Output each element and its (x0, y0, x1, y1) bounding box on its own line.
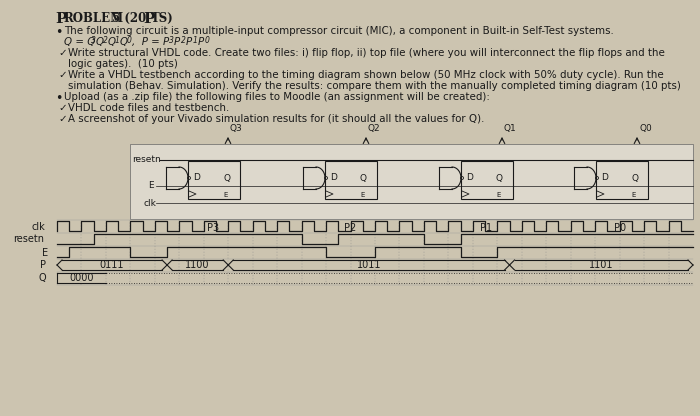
Text: Q2: Q2 (368, 124, 381, 133)
Text: E: E (148, 181, 153, 191)
Text: Q1: Q1 (504, 124, 517, 133)
Text: ✓: ✓ (58, 103, 66, 113)
Text: Q: Q (223, 173, 230, 183)
Text: E: E (631, 192, 636, 198)
Bar (188, 161, 240, 199)
Text: simulation (Behav. Simulation). Verify the results: compare them with the manual: simulation (Behav. Simulation). Verify t… (68, 81, 681, 91)
Text: 3: 3 (169, 36, 174, 45)
Bar (596, 161, 648, 199)
Text: 0: 0 (127, 36, 132, 45)
Text: D: D (466, 173, 473, 183)
Text: 0: 0 (205, 36, 210, 45)
Text: 1011: 1011 (356, 260, 381, 270)
Text: logic gates).  (10 pts): logic gates). (10 pts) (68, 59, 178, 69)
Text: VHDL code files and testbench.: VHDL code files and testbench. (68, 103, 230, 113)
Bar (325, 161, 377, 199)
Text: 1100: 1100 (186, 260, 210, 270)
Text: P2: P2 (344, 223, 356, 233)
Text: Q: Q (108, 37, 116, 47)
Text: 0000: 0000 (69, 273, 94, 283)
Text: •: • (55, 26, 62, 39)
Text: •: • (55, 92, 62, 105)
Text: Q: Q (120, 37, 128, 47)
Text: 1: 1 (115, 36, 120, 45)
Text: P0: P0 (614, 223, 626, 233)
Text: 3: 3 (91, 36, 96, 45)
Text: D: D (601, 173, 608, 183)
Text: 2: 2 (103, 36, 108, 45)
Bar (130, 144, 693, 219)
Text: Q = Q: Q = Q (64, 37, 95, 47)
Text: A screenshot of your Vivado simulation results for (it should all the values for: A screenshot of your Vivado simulation r… (68, 114, 484, 124)
Text: E: E (223, 192, 228, 198)
Text: ROBLEM: ROBLEM (63, 12, 123, 25)
Text: Q3: Q3 (230, 124, 243, 133)
Text: P: P (40, 260, 46, 270)
Text: Write structural VHDL code. Create two files: i) flip flop, ii) top file (where : Write structural VHDL code. Create two f… (68, 48, 665, 58)
Text: E: E (496, 192, 500, 198)
Text: ✓: ✓ (58, 114, 66, 124)
Text: ✓: ✓ (58, 70, 66, 80)
Text: P3: P3 (207, 223, 219, 233)
Text: resetn: resetn (13, 235, 44, 245)
Text: 5 (20: 5 (20 (108, 12, 150, 25)
Text: clk: clk (144, 198, 157, 208)
Text: 0111: 0111 (100, 260, 125, 270)
Text: P: P (186, 37, 192, 47)
Text: ,  P = P: , P = P (132, 37, 169, 47)
Text: ✓: ✓ (58, 48, 66, 58)
Text: P: P (174, 37, 180, 47)
Text: clk: clk (32, 221, 45, 231)
Text: 2: 2 (181, 36, 186, 45)
Text: D: D (193, 173, 200, 183)
Text: P: P (143, 12, 155, 26)
Text: D: D (330, 173, 337, 183)
Text: TS): TS) (151, 12, 174, 25)
Text: E: E (360, 192, 365, 198)
Text: P: P (198, 37, 204, 47)
Text: 1101: 1101 (589, 260, 613, 270)
Text: E: E (42, 248, 48, 258)
Text: The following circuit is a multiple-input compressor circuit (MIC), a component : The following circuit is a multiple-inpu… (64, 26, 614, 36)
Text: Q: Q (96, 37, 104, 47)
Text: Q0: Q0 (639, 124, 652, 133)
Text: Write a VHDL testbench according to the timing diagram shown below (50 MHz clock: Write a VHDL testbench according to the … (68, 70, 664, 80)
Text: P: P (55, 12, 66, 26)
Text: resetn: resetn (132, 156, 161, 164)
Text: 1: 1 (193, 36, 198, 45)
Text: P1: P1 (480, 223, 492, 233)
Text: Q: Q (360, 173, 367, 183)
Text: Q: Q (38, 273, 46, 283)
Text: Q: Q (496, 173, 503, 183)
Bar (461, 161, 513, 199)
Text: Q: Q (631, 173, 638, 183)
Text: Upload (as a .zip file) the following files to Moodle (an assignment will be cre: Upload (as a .zip file) the following fi… (64, 92, 490, 102)
